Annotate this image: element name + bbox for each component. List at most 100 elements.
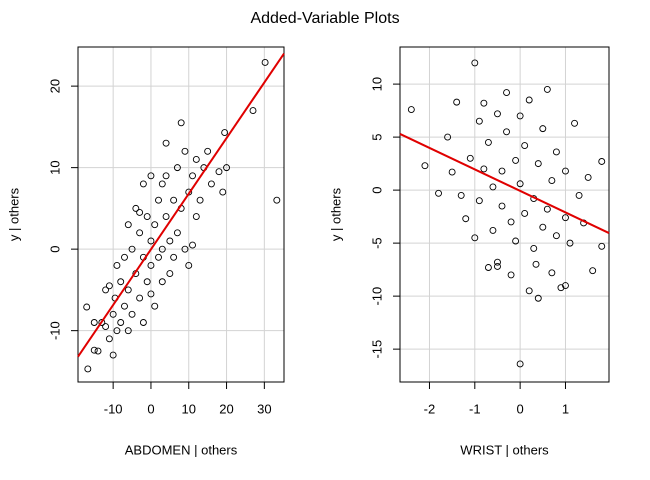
y-tick-label: 20 xyxy=(47,79,62,93)
point xyxy=(84,365,92,373)
point xyxy=(124,286,132,294)
point xyxy=(189,241,196,249)
point xyxy=(109,351,117,359)
point xyxy=(143,213,151,220)
point xyxy=(503,128,510,136)
point xyxy=(598,158,606,165)
point xyxy=(421,162,429,170)
point xyxy=(139,319,147,326)
point xyxy=(105,282,113,290)
point xyxy=(162,172,170,180)
point xyxy=(261,59,269,66)
point xyxy=(189,172,196,180)
point xyxy=(192,156,200,163)
plot-frame xyxy=(77,46,285,383)
point xyxy=(494,110,501,118)
point xyxy=(173,229,181,237)
point xyxy=(489,183,497,191)
point xyxy=(525,96,533,104)
point xyxy=(181,245,189,253)
point xyxy=(219,188,227,196)
point xyxy=(249,107,257,115)
point xyxy=(124,221,132,229)
point xyxy=(136,229,144,237)
point xyxy=(494,262,501,270)
point xyxy=(204,147,212,155)
point xyxy=(457,191,465,199)
x-tick-label: -2 xyxy=(424,401,436,416)
point xyxy=(435,189,442,197)
point xyxy=(562,214,569,222)
point xyxy=(562,167,569,175)
x-axis-label: WRIST | others xyxy=(460,442,549,457)
point xyxy=(521,142,529,150)
point xyxy=(494,258,501,266)
point xyxy=(121,302,128,310)
point xyxy=(534,160,542,168)
point xyxy=(158,278,166,286)
fit-line xyxy=(399,133,610,234)
x-tick-label: 10 xyxy=(182,401,196,416)
point xyxy=(147,172,155,180)
point xyxy=(466,154,474,162)
y-axis-label: y | others xyxy=(6,187,21,241)
point xyxy=(516,180,524,188)
point xyxy=(521,209,529,217)
point xyxy=(147,237,155,245)
point xyxy=(151,302,159,310)
chart-title: Added-Variable Plots xyxy=(250,10,399,27)
point xyxy=(512,237,520,245)
point xyxy=(162,139,170,147)
point xyxy=(223,164,230,172)
point xyxy=(147,290,155,298)
x-tick-label: -1 xyxy=(469,401,481,416)
point xyxy=(471,234,479,242)
point xyxy=(480,99,488,107)
point xyxy=(525,287,533,295)
x-axis-label: ABDOMEN | others xyxy=(125,442,238,457)
point xyxy=(173,164,181,172)
point xyxy=(462,215,470,223)
point xyxy=(215,168,223,176)
point xyxy=(484,264,492,271)
point xyxy=(489,226,497,234)
x-tick-label: 0 xyxy=(147,401,154,416)
x-tick-label: 30 xyxy=(257,401,271,416)
point xyxy=(139,180,147,188)
point xyxy=(170,253,178,261)
y-tick-label: -10 xyxy=(369,287,384,306)
point xyxy=(480,165,488,173)
point xyxy=(530,244,538,252)
point xyxy=(105,335,113,343)
point xyxy=(109,310,117,318)
point xyxy=(90,319,98,326)
point xyxy=(170,196,178,204)
point xyxy=(484,138,492,146)
point xyxy=(471,59,479,67)
point xyxy=(90,346,98,354)
x-tick-label: 1 xyxy=(562,401,569,416)
point xyxy=(124,327,132,335)
point xyxy=(196,196,204,204)
y-tick-label: -10 xyxy=(47,321,62,340)
point xyxy=(548,177,556,185)
y-tick-label: 10 xyxy=(369,77,384,91)
point xyxy=(475,197,483,205)
point xyxy=(121,253,128,261)
point xyxy=(221,129,229,137)
point xyxy=(128,245,136,253)
x-tick-label: 20 xyxy=(219,401,233,416)
point xyxy=(113,261,121,269)
point xyxy=(143,278,151,286)
point xyxy=(181,147,189,155)
y-tick-label: 10 xyxy=(47,160,62,174)
point xyxy=(117,278,125,286)
point xyxy=(566,239,574,247)
point xyxy=(207,180,215,188)
y-tick-label: -5 xyxy=(369,237,384,249)
point xyxy=(83,303,91,311)
point xyxy=(575,191,583,199)
